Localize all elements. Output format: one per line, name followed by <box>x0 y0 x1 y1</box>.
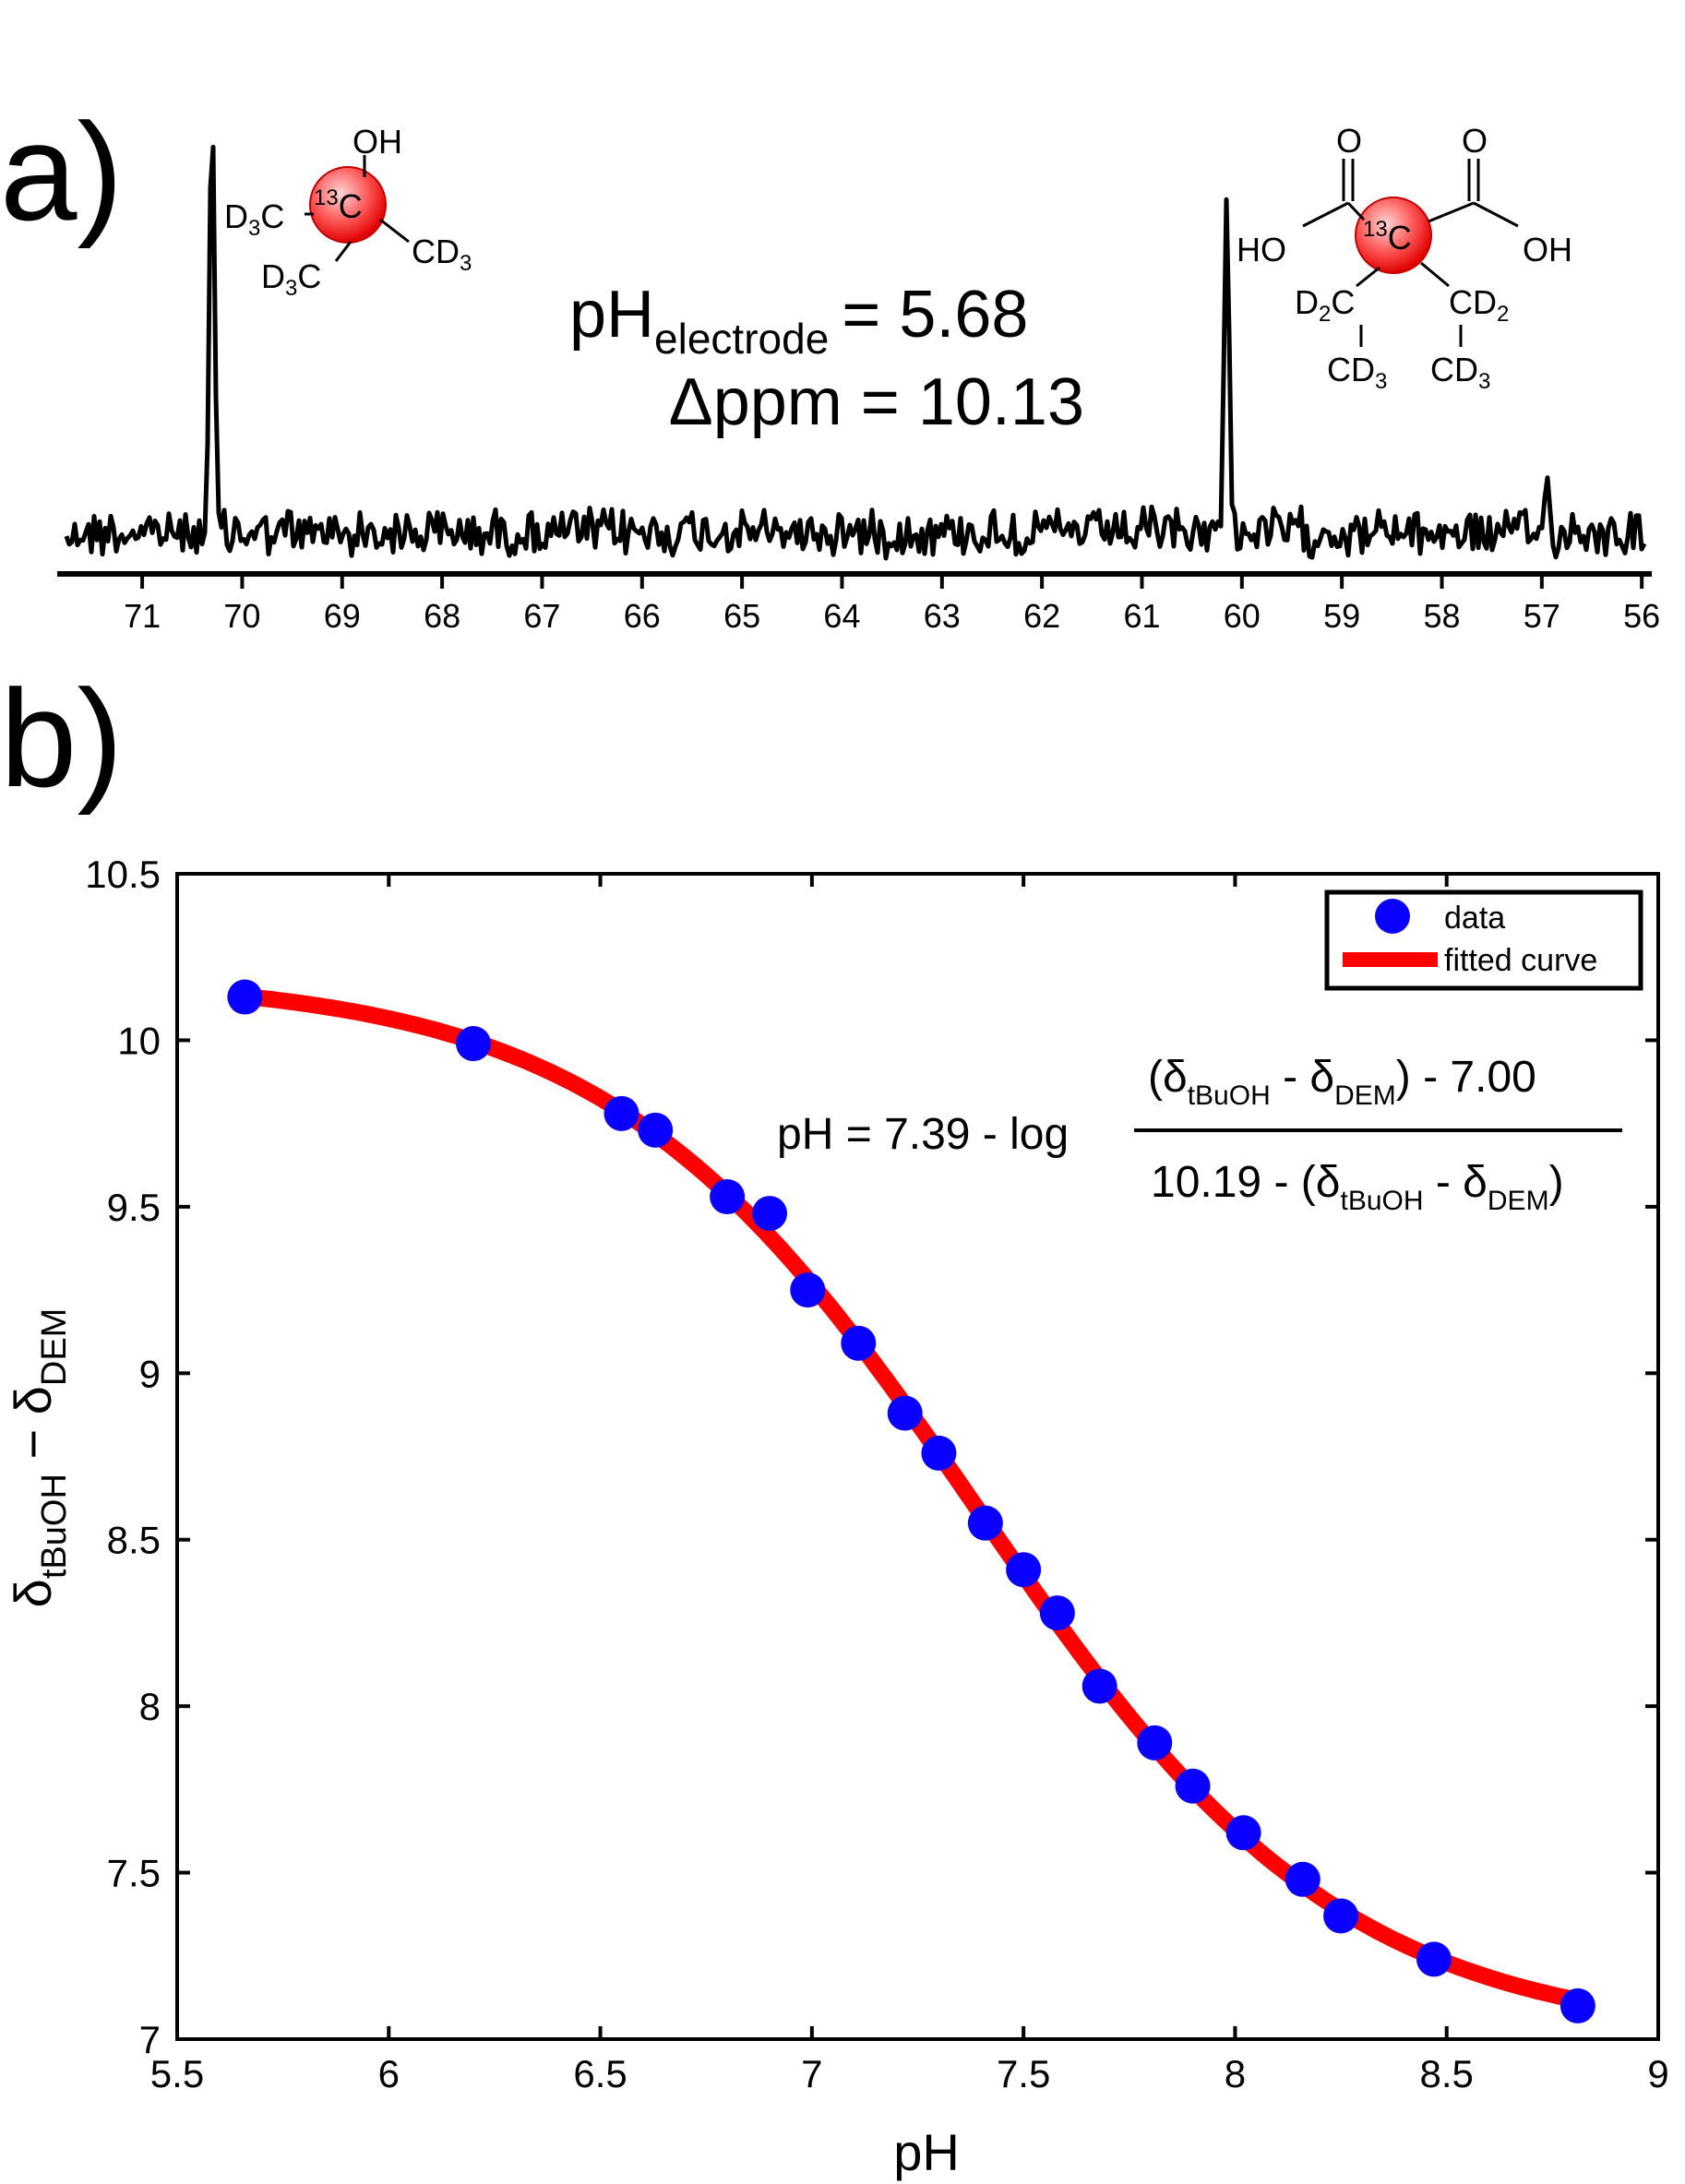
y-tick-label: 7 <box>139 2018 161 2061</box>
spectrum-x-tick-label: 66 <box>624 597 661 635</box>
spectrum-x-tick-label: 71 <box>124 597 161 635</box>
data-point <box>1323 1898 1359 1934</box>
y-axis-label: δtBuOH − δDEM <box>4 1308 74 1608</box>
data-point <box>1416 1941 1452 1977</box>
x-tick-label: 5.5 <box>150 2052 204 2095</box>
data-point <box>227 979 263 1015</box>
dem-labeled-carbon <box>1355 197 1432 274</box>
data-point <box>1285 1861 1321 1897</box>
y-tick-label: 9.5 <box>107 1186 161 1229</box>
y-tick-label: 8.5 <box>107 1519 161 1562</box>
spectrum-x-tick-label: 69 <box>324 597 361 635</box>
tbuoh-oh: OH <box>353 123 402 161</box>
legend-data-label: data <box>1444 901 1505 936</box>
dem-cd3-left: CD3 <box>1327 351 1387 394</box>
panel-a-label: a) <box>0 94 123 249</box>
spectrum-x-tick-label: 57 <box>1524 597 1560 635</box>
y-tick-label: 7.5 <box>107 1852 161 1895</box>
data-point <box>1225 1815 1261 1851</box>
spectrum-x-tick-label: 61 <box>1123 597 1160 635</box>
legend-data-marker <box>1375 899 1410 934</box>
dem-o-left: O <box>1336 122 1362 160</box>
x-axis-label: pH <box>893 2123 960 2181</box>
fit-equation: pH = 7.39 - log (δtBuOH - δDEM) - 7.00 1… <box>777 1053 1622 1216</box>
panel-b-label: b) <box>0 661 123 816</box>
data-point <box>790 1272 826 1308</box>
data-point <box>1082 1668 1117 1704</box>
dppm-annotation: Δppm = 10.13 <box>669 365 1084 439</box>
nmr-spectrum-trace <box>64 144 1647 561</box>
data-point <box>603 1095 639 1131</box>
x-tick-label: 6.5 <box>573 2052 627 2095</box>
data-point <box>638 1112 674 1148</box>
spectrum-x-tick-label: 58 <box>1423 597 1460 635</box>
equation-lhs: pH = 7.39 - log <box>777 1110 1069 1159</box>
dem-cd2-left: D2C <box>1295 283 1355 327</box>
legend-fit-label: fitted curve <box>1444 943 1597 978</box>
data-point <box>1137 1725 1173 1760</box>
data-point <box>1039 1595 1075 1631</box>
data-point <box>1175 1768 1211 1804</box>
data-point <box>752 1196 787 1232</box>
data-point <box>710 1179 746 1215</box>
spectrum-x-tick-label: 56 <box>1623 597 1660 635</box>
dem-ho: HO <box>1237 231 1286 269</box>
x-tick-label: 8 <box>1225 2052 1246 2095</box>
x-tick-label: 9 <box>1647 2052 1668 2095</box>
tbuoh-labeled-carbon <box>309 166 387 244</box>
x-tick-label: 8.5 <box>1420 2052 1474 2095</box>
y-tick-label: 10 <box>117 1019 161 1062</box>
x-tick-label: 7.5 <box>997 2052 1050 2095</box>
dem-oh: OH <box>1523 231 1572 269</box>
data-points <box>227 979 1595 2023</box>
spectrum-x-tick-label: 70 <box>223 597 260 635</box>
spectrum-x-tick-label: 63 <box>924 597 961 635</box>
spectrum-x-tick-label: 67 <box>523 597 560 635</box>
spectrum-x-tick-label: 64 <box>823 597 860 635</box>
tbuoh-cd3-b: D3C <box>261 257 321 301</box>
tbuoh-cd3-c: CD3 <box>412 233 472 276</box>
tbuoh-core: 13C <box>314 185 363 225</box>
spectrum-x-tick-label: 60 <box>1224 597 1261 635</box>
spectrum-x-tick-label: 65 <box>723 597 760 635</box>
x-tick-label: 6 <box>378 2052 400 2095</box>
ph-electrode-annotation: pHelectrode = 5.68 <box>569 278 1028 363</box>
dem-molecule: O O HO OH 13C D2C CD2 CD3 CD3 <box>1237 122 1572 394</box>
equation-denominator: 10.19 - (δtBuOH - δDEM) <box>1151 1158 1564 1216</box>
data-point <box>887 1395 923 1431</box>
data-point <box>841 1325 877 1361</box>
spectrum-x-ticks: 71 70 69 68 67 66 65 64 63 62 61 60 59 58 57 56 <box>124 574 1660 635</box>
tbuoh-cd3-a: D3C <box>224 197 284 241</box>
plot-frame <box>175 872 1660 2041</box>
data-point <box>1006 1552 1042 1588</box>
data-point <box>456 1026 491 1062</box>
equation-numerator: (δtBuOH - δDEM) - 7.00 <box>1148 1053 1536 1111</box>
y-tick-label: 10.5 <box>85 853 161 896</box>
y-tick-label: 9 <box>139 1352 161 1395</box>
y-tick-label: 8 <box>139 1685 161 1728</box>
data-point <box>1560 1987 1595 2023</box>
data-point <box>921 1435 957 1471</box>
spectrum-x-tick-label: 68 <box>424 597 460 635</box>
dem-cd2-right: CD2 <box>1449 283 1509 327</box>
dem-o-right: O <box>1462 122 1488 160</box>
dem-cd3-right: CD3 <box>1430 351 1490 394</box>
x-tick-label: 7 <box>801 2052 822 2095</box>
plot-ticks: 5.5 6 6.5 7 7.5 8 8.5 9 7 7.5 8 8.5 9 9.5 10 10.5 <box>85 853 1668 2095</box>
dem-core: 13C <box>1363 217 1412 257</box>
spectrum-x-tick-label: 62 <box>1023 597 1060 635</box>
legend: data fitted curve <box>1324 889 1643 991</box>
tbuoh-molecule: OH 13C D3C D3C CD3 <box>224 123 472 301</box>
data-point <box>967 1505 1003 1541</box>
spectrum-x-tick-label: 59 <box>1323 597 1360 635</box>
